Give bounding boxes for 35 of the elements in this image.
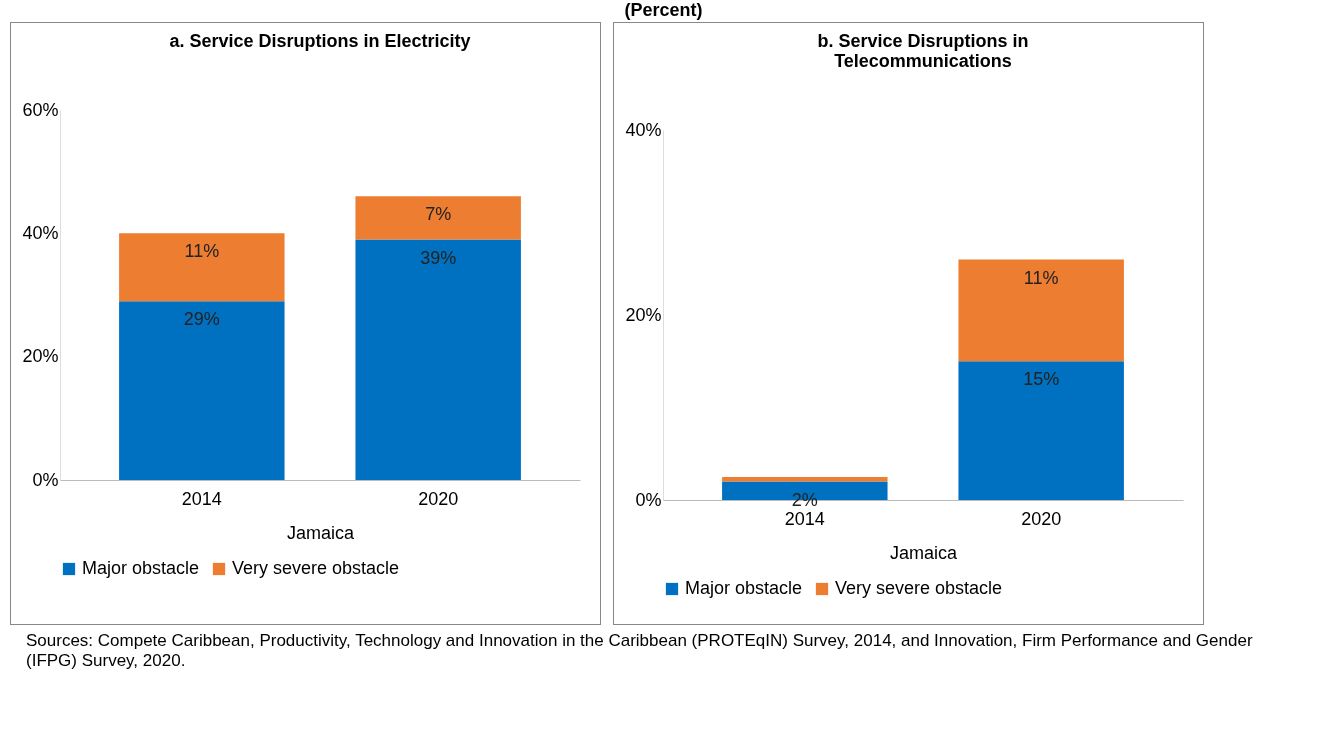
- bar: [119, 301, 285, 480]
- data-label: 11%: [1023, 267, 1059, 288]
- legend-label: Very severe obstacle: [232, 558, 400, 578]
- data-label: 11%: [184, 241, 220, 262]
- legend-label: Major obstacle: [82, 558, 200, 578]
- bar: [355, 196, 521, 240]
- x-tick-label: 2014: [784, 508, 825, 529]
- y-tick-label: 0%: [32, 469, 59, 490]
- x-tick-label: 2014: [181, 488, 222, 509]
- x-tick-label: 2020: [418, 488, 459, 509]
- bar: [958, 361, 1124, 500]
- data-label: 15%: [1023, 369, 1060, 390]
- data-label: 2%: [791, 489, 818, 510]
- chart-title: b. Service Disruptions in Telecommunications: [817, 31, 1029, 71]
- y-tick-label: 40%: [625, 119, 662, 140]
- y-tick-label: 40%: [22, 222, 59, 243]
- source-note: Sources: Compete Caribbean, Productivity, Technology and Innovation in the Caribbean (PROTEqIN) Survey, 2014, and Innovation, Firm Performance and Gender (IFPG) Survey, 2020.: [25, 630, 1254, 673]
- bar: [722, 476, 888, 482]
- x-axis-title: Jamaica: [286, 522, 355, 543]
- y-tick-label: 20%: [22, 346, 59, 367]
- data-label: 39%: [420, 247, 457, 268]
- legend-label: Major obstacle: [685, 578, 803, 598]
- bar: [355, 239, 521, 480]
- legend-label: Very severe obstacle: [835, 578, 1003, 598]
- bar: [958, 259, 1124, 362]
- x-tick-label: 2020: [1021, 508, 1062, 529]
- y-tick-label: 20%: [625, 304, 662, 325]
- data-label: 7%: [425, 204, 452, 225]
- data-label: 29%: [183, 309, 220, 330]
- text: (Percent): [623, 0, 704, 22]
- x-axis-title: Jamaica: [889, 542, 958, 563]
- y-tick-label: 60%: [22, 99, 59, 120]
- chart-title: a. Service Disruptions in Electricity: [169, 31, 471, 51]
- bar: [119, 233, 285, 302]
- y-tick-label: 0%: [635, 489, 662, 510]
